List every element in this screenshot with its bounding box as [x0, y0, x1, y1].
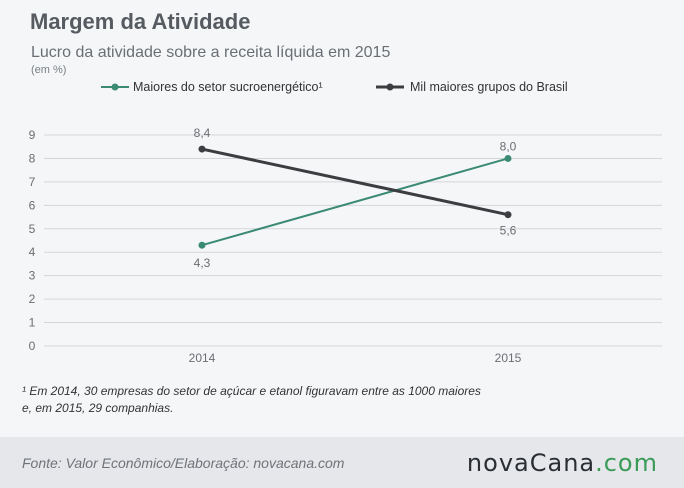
y-tick-label: 6 — [29, 198, 36, 212]
brand-name: novaCana — [466, 449, 596, 477]
brand-logo: novaCana.com — [467, 449, 658, 477]
unit-label: (em %) — [31, 64, 67, 76]
data-label: 5,6 — [500, 224, 517, 238]
data-point — [504, 154, 512, 162]
y-tick-label: 1 — [29, 316, 36, 330]
data-label: 8,4 — [194, 126, 211, 140]
line-chart: 0 1 2 3 4 5 6 7 8 9 2014 2015 Maiores do setor sucro… — [29, 80, 662, 365]
legend-label: Maiores do setor sucroenergético¹ — [133, 80, 323, 94]
data-label: 8,0 — [500, 139, 517, 153]
x-tick-label: 2015 — [495, 351, 522, 365]
y-tick-label: 8 — [29, 151, 36, 165]
legend-marker — [386, 83, 394, 91]
footer-bar: Fonte: Valor Econômico/Elaboração: novac… — [0, 437, 684, 488]
y-tick-label: 0 — [29, 339, 36, 353]
data-point — [198, 241, 206, 249]
x-tick-label: 2014 — [189, 351, 216, 365]
data-label: 4,3 — [194, 256, 211, 270]
legend-label: Mil maiores grupos do Brasil — [410, 80, 568, 94]
y-tick-label: 7 — [29, 175, 36, 189]
y-tick-label: 2 — [29, 292, 36, 306]
footnote-line-2: e, em 2015, 29 companhias. — [22, 401, 174, 415]
data-point — [198, 145, 206, 153]
data-point — [504, 211, 512, 219]
y-tick-label: 3 — [29, 269, 36, 283]
brand-domain: .com — [595, 449, 658, 477]
footnote-line-1: ¹ Em 2014, 30 empresas do setor de açúca… — [22, 384, 481, 398]
y-tick-label: 5 — [29, 222, 36, 236]
page-title: Margem da Atividade — [30, 9, 251, 34]
series-line — [201, 147, 509, 217]
y-tick-label: 4 — [29, 245, 36, 259]
footnote: ¹ Em 2014, 30 empresas do setor de açúca… — [22, 383, 582, 417]
y-tick-label: 9 — [29, 128, 36, 142]
page-subtitle: Lucro da atividade sobre a receita líqui… — [31, 44, 391, 61]
legend-marker — [111, 83, 119, 91]
source-text: Fonte: Valor Econômico/Elaboração: novac… — [22, 455, 345, 471]
series-line — [201, 157, 509, 247]
